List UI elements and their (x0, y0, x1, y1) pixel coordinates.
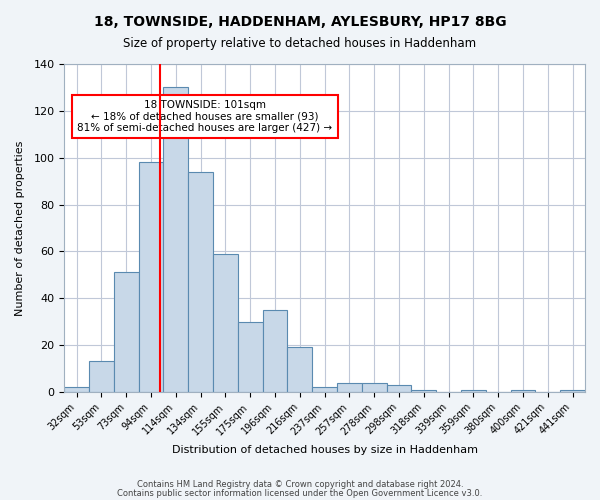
Text: 18 TOWNSIDE: 101sqm
← 18% of detached houses are smaller (93)
81% of semi-detach: 18 TOWNSIDE: 101sqm ← 18% of detached ho… (77, 100, 332, 134)
X-axis label: Distribution of detached houses by size in Haddenham: Distribution of detached houses by size … (172, 445, 478, 455)
Bar (114, 272, 139, 392)
Bar (89, 362, 114, 392)
Bar (213, 254, 238, 392)
Bar (238, 322, 263, 392)
Y-axis label: Number of detached properties: Number of detached properties (15, 140, 25, 316)
Bar (139, 162, 163, 392)
Bar (263, 310, 287, 392)
Bar (312, 388, 337, 392)
Text: Size of property relative to detached houses in Haddenham: Size of property relative to detached ho… (124, 38, 476, 51)
Bar (362, 382, 386, 392)
Bar (461, 390, 486, 392)
Bar (188, 172, 213, 392)
Text: Contains HM Land Registry data © Crown copyright and database right 2024.: Contains HM Land Registry data © Crown c… (137, 480, 463, 489)
Bar (511, 390, 535, 392)
Bar (386, 385, 412, 392)
Bar (560, 390, 585, 392)
Bar (163, 88, 188, 392)
Bar (64, 388, 89, 392)
Bar (287, 348, 312, 392)
Text: Contains public sector information licensed under the Open Government Licence v3: Contains public sector information licen… (118, 488, 482, 498)
Text: 18, TOWNSIDE, HADDENHAM, AYLESBURY, HP17 8BG: 18, TOWNSIDE, HADDENHAM, AYLESBURY, HP17… (94, 15, 506, 29)
Bar (337, 382, 362, 392)
Bar (412, 390, 436, 392)
